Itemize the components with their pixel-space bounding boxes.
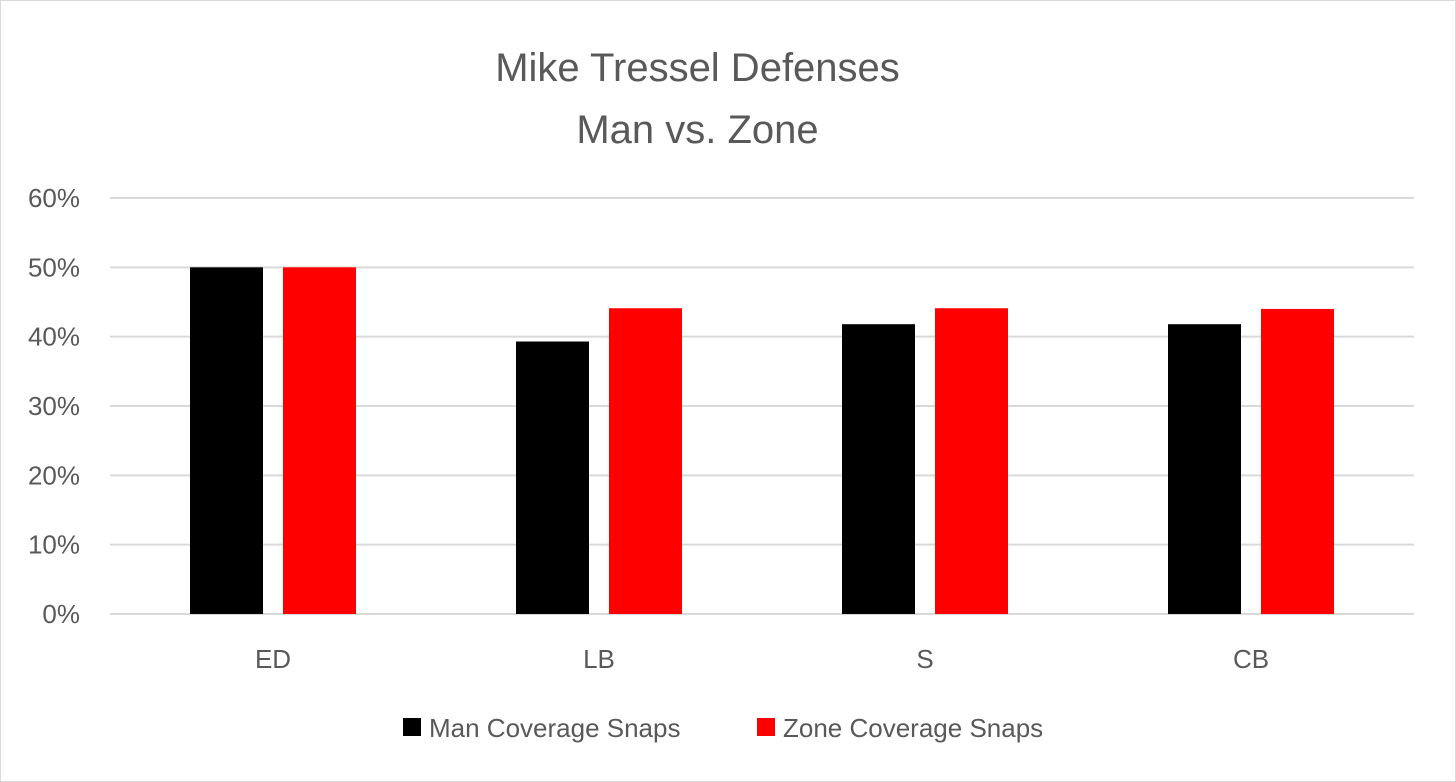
chart-subtitle: Man vs. Zone	[576, 108, 819, 152]
y-tick-label: 50%	[28, 252, 80, 282]
x-category-label: ED	[255, 644, 291, 674]
y-axis-ticks: 0% 10% 20% 30% 40% 50% 60%	[28, 183, 80, 629]
legend-label: Zone Coverage Snaps	[783, 713, 1043, 743]
bar-man-ed	[190, 267, 263, 614]
bar-zone-lb	[609, 308, 682, 614]
bar-zone-s	[935, 308, 1008, 614]
bar-man-lb	[516, 341, 589, 614]
legend: Man Coverage Snaps Zone Coverage Snaps	[403, 713, 1043, 743]
chart-title: Mike Tressel Defenses Man vs. Zone	[1, 37, 1394, 161]
y-tick-label: 10%	[28, 530, 80, 560]
bar-zone-ed	[283, 267, 356, 614]
y-tick-label: 40%	[28, 322, 80, 352]
bar-man-cb	[1168, 324, 1241, 614]
x-category-label: CB	[1233, 644, 1269, 674]
x-category-label: LB	[583, 644, 615, 674]
y-tick-label: 60%	[28, 183, 80, 213]
bar-zone-cb	[1261, 308, 1334, 614]
legend-label: Man Coverage Snaps	[429, 713, 680, 743]
y-tick-label: 0%	[42, 599, 80, 629]
x-category-label: S	[916, 644, 933, 674]
y-tick-label: 20%	[28, 460, 80, 490]
bars	[190, 267, 1334, 614]
x-axis-labels: ED LB S CB	[255, 644, 1269, 674]
chart-title-line1: Mike Tressel Defenses	[495, 46, 900, 90]
bar-man-s	[842, 324, 915, 614]
legend-swatch	[403, 718, 421, 736]
y-tick-label: 30%	[28, 391, 80, 421]
legend-swatch	[757, 718, 775, 736]
